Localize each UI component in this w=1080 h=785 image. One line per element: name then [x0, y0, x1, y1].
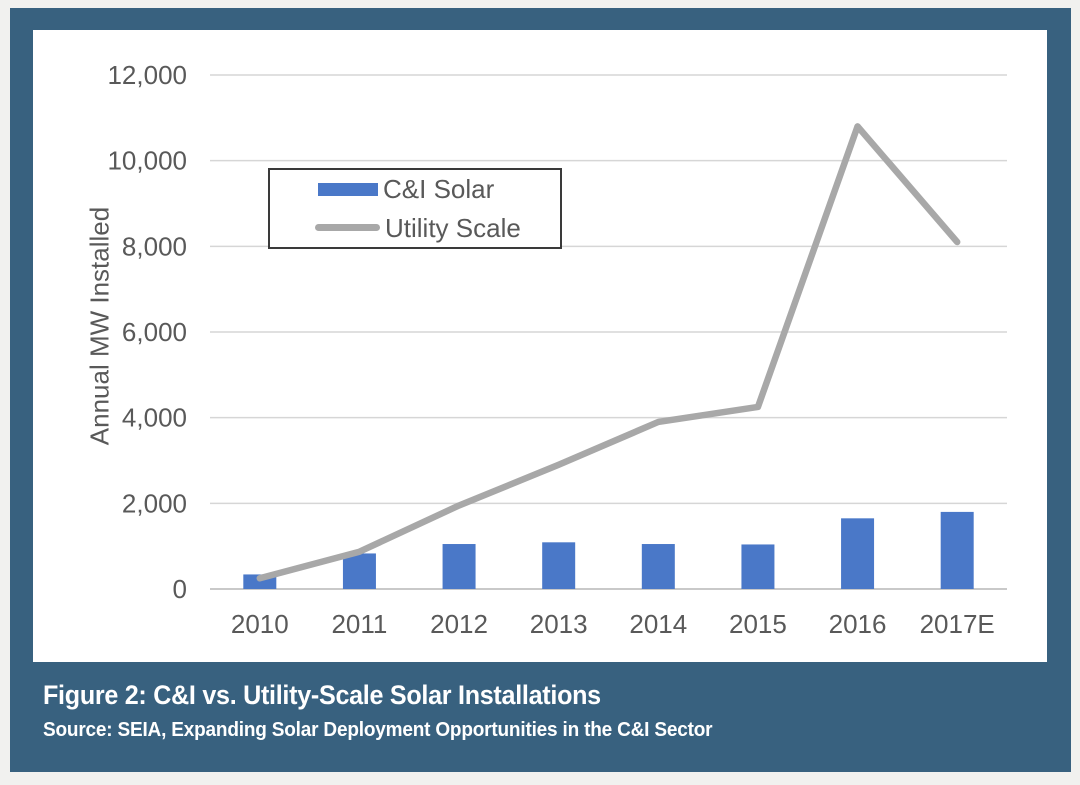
- chart-card: 0 2,000 4,000 6,000 8,000 10,000 12,000 2010 201…: [33, 30, 1047, 662]
- y-tick-label-6,000: 6,000: [122, 317, 187, 347]
- legend-item-utility-scale: Utility Scale: [270, 215, 560, 241]
- y-tick-label-10,000: 10,000: [107, 146, 187, 176]
- x-tick-label-2013: 2013: [530, 609, 588, 639]
- bar-2015: [741, 544, 775, 589]
- legend-label-ci-solar: C&I Solar: [383, 174, 495, 205]
- x-tick-label-2016: 2016: [829, 609, 887, 639]
- bar-2016: [841, 518, 875, 589]
- x-tick-label-2015: 2015: [729, 609, 787, 639]
- x-tick-label-2014: 2014: [629, 609, 687, 639]
- bar-2017E: [940, 511, 974, 589]
- y-tick-label-8,000: 8,000: [122, 231, 187, 261]
- caption: Figure 2: C&I vs. Utility-Scale Solar In…: [43, 680, 748, 742]
- caption-title: Figure 2: C&I vs. Utility-Scale Solar In…: [43, 680, 601, 710]
- chart-plot: 0 2,000 4,000 6,000 8,000 10,000 12,000 2010 201…: [107, 60, 1007, 639]
- x-tick-label-2010: 2010: [231, 609, 289, 639]
- y-tick-label-12,000: 12,000: [107, 60, 187, 90]
- legend-bar-swatch-icon: [318, 182, 378, 196]
- y-tick-label-0: 0: [173, 574, 187, 604]
- y-axis-title: Annual MW Installed: [84, 206, 115, 446]
- legend-item-ci-solar: C&I Solar: [270, 176, 560, 202]
- x-tick-label-2011: 2011: [331, 609, 387, 639]
- legend-line-swatch-icon: [315, 224, 380, 232]
- y-tick-label-2,000: 2,000: [122, 488, 187, 518]
- legend: C&I Solar Utility Scale: [268, 168, 562, 249]
- x-tick-label-2012: 2012: [430, 609, 488, 639]
- legend-label-utility-scale: Utility Scale: [385, 212, 521, 243]
- bar-2011: [342, 553, 376, 589]
- outer-frame: 0 2,000 4,000 6,000 8,000 10,000 12,000 2010 201…: [10, 8, 1071, 772]
- y-tick-label-4,000: 4,000: [122, 403, 187, 433]
- utility-scale-line: [256, 123, 961, 582]
- bar-2013: [542, 542, 576, 589]
- bar-2014: [641, 544, 675, 589]
- bar-2012: [442, 544, 476, 589]
- x-tick-label-2017E: 2017E: [920, 609, 995, 639]
- caption-source: Source: SEIA, Expanding Solar Deployment…: [43, 719, 713, 741]
